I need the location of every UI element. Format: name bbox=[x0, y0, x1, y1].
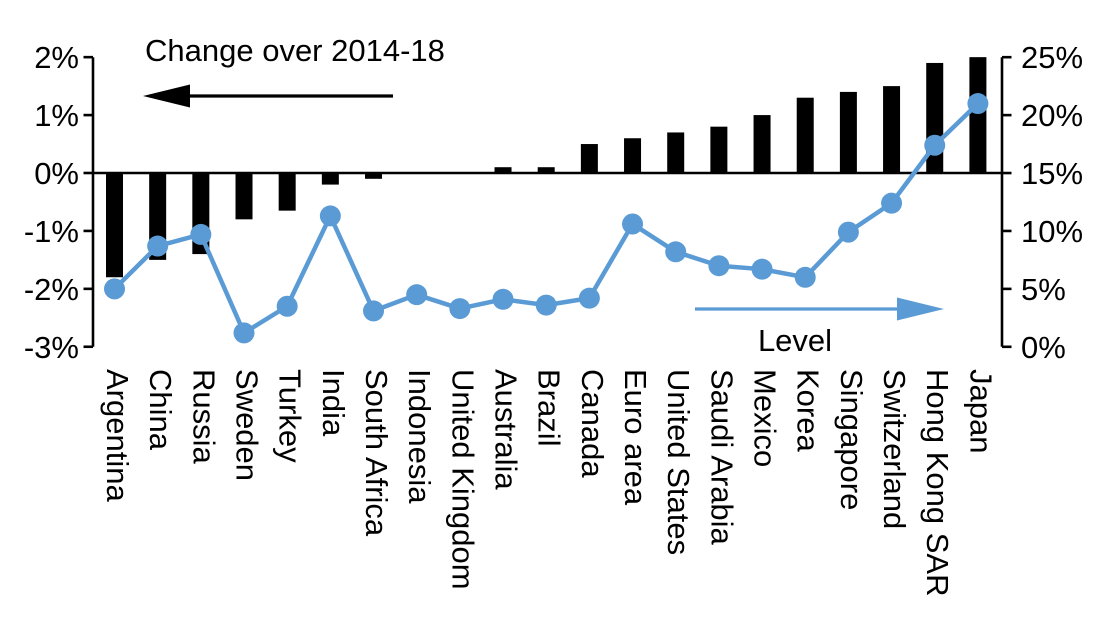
left-axis-tick-label-2%: 2% bbox=[34, 40, 79, 75]
bar-australia bbox=[494, 167, 512, 173]
category-label-turkey: Turkey bbox=[273, 369, 308, 463]
level-dot-australia bbox=[492, 288, 514, 310]
category-label-russia: Russia bbox=[186, 369, 221, 465]
category-label-euro-area: Euro area bbox=[618, 369, 653, 506]
level-dot-turkey bbox=[276, 295, 298, 317]
level-dot-china bbox=[147, 235, 169, 257]
left-axis-tick-label--1%: -1% bbox=[24, 214, 79, 249]
bar-india bbox=[321, 173, 339, 185]
bar-saudi-arabia bbox=[710, 126, 728, 173]
bar-sweden bbox=[235, 173, 253, 220]
level-dot-singapore bbox=[837, 221, 859, 243]
right-arrow-annotation bbox=[695, 297, 944, 321]
bar-canada bbox=[580, 144, 598, 173]
level-dot-argentina bbox=[104, 278, 125, 300]
level-dot-saudi-arabia bbox=[708, 255, 730, 277]
level-dot-russia bbox=[190, 223, 212, 245]
bar-south-africa bbox=[365, 173, 383, 179]
level-dot-hong-kong-sar bbox=[924, 134, 946, 156]
level-dot-united-kingdom bbox=[449, 298, 471, 320]
left-arrow-annotation bbox=[143, 84, 393, 108]
bar-argentina bbox=[106, 173, 123, 278]
category-label-japan: Japan bbox=[963, 369, 998, 453]
level-dot-india bbox=[319, 205, 341, 227]
right-axis-tick-label-25%: 25% bbox=[1021, 40, 1083, 75]
bar-japan bbox=[969, 57, 987, 173]
category-label-south-africa: South Africa bbox=[359, 369, 394, 537]
right-axis-tick-label-5%: 5% bbox=[1021, 272, 1066, 307]
left-axis-tick-label-0%: 0% bbox=[34, 156, 79, 191]
left-axis-tick-label--2%: -2% bbox=[24, 272, 79, 307]
bar-korea bbox=[796, 97, 814, 173]
category-label-hong-kong-sar: Hong Kong SAR bbox=[920, 369, 955, 596]
category-label-canada: Canada bbox=[575, 369, 610, 478]
bar-singapore bbox=[839, 91, 857, 173]
bar-switzerland bbox=[883, 86, 901, 173]
category-label-australia: Australia bbox=[489, 369, 524, 490]
bar-euro-area bbox=[624, 138, 642, 173]
level-dot-brazil bbox=[535, 294, 557, 316]
bar-series-title: Change over 2014-18 bbox=[145, 33, 445, 68]
category-label-singapore: Singapore bbox=[834, 369, 869, 510]
bar-brazil bbox=[537, 167, 555, 173]
bar-united-states bbox=[667, 132, 685, 173]
right-axis-tick-label-0%: 0% bbox=[1021, 330, 1066, 365]
category-label-mexico: Mexico bbox=[748, 369, 783, 467]
level-dot-south-africa bbox=[363, 300, 385, 322]
category-label-saudi-arabia: Saudi Arabia bbox=[704, 369, 739, 546]
right-axis-tick-label-15%: 15% bbox=[1021, 156, 1083, 191]
category-label-switzerland: Switzerland bbox=[877, 369, 912, 529]
category-label-united-kingdom: United Kingdom bbox=[445, 369, 480, 590]
right-axis-tick-label-20%: 20% bbox=[1021, 98, 1083, 133]
category-label-korea: Korea bbox=[791, 369, 826, 452]
right-arrow-head-icon bbox=[897, 297, 944, 321]
level-dot-united-states bbox=[665, 241, 687, 263]
level-dot-japan bbox=[967, 93, 989, 115]
left-axis-tick-label--3%: -3% bbox=[24, 330, 79, 365]
category-label-united-states: United States bbox=[661, 369, 696, 555]
category-label-argentina: Argentina bbox=[100, 369, 135, 502]
level-dot-switzerland bbox=[881, 192, 903, 214]
left-arrow-head-icon bbox=[143, 84, 190, 108]
level-dot-korea bbox=[794, 266, 816, 288]
level-dot-euro-area bbox=[622, 213, 644, 235]
category-label-indonesia: Indonesia bbox=[402, 369, 437, 504]
line-series-title: Level bbox=[758, 323, 832, 358]
right-axis-tick-label-10%: 10% bbox=[1021, 214, 1083, 249]
category-label-india: India bbox=[316, 369, 351, 437]
left-axis-tick-label-1%: 1% bbox=[34, 98, 79, 133]
category-label-sweden: Sweden bbox=[230, 369, 265, 481]
category-label-brazil: Brazil bbox=[532, 369, 567, 447]
bar-mexico bbox=[753, 115, 771, 173]
level-dot-canada bbox=[578, 287, 600, 309]
bar-turkey bbox=[278, 173, 296, 211]
level-dot-indonesia bbox=[406, 284, 428, 306]
level-dot-sweden bbox=[233, 322, 255, 344]
category-label-china: China bbox=[143, 369, 178, 451]
level-dot-mexico bbox=[751, 258, 773, 280]
